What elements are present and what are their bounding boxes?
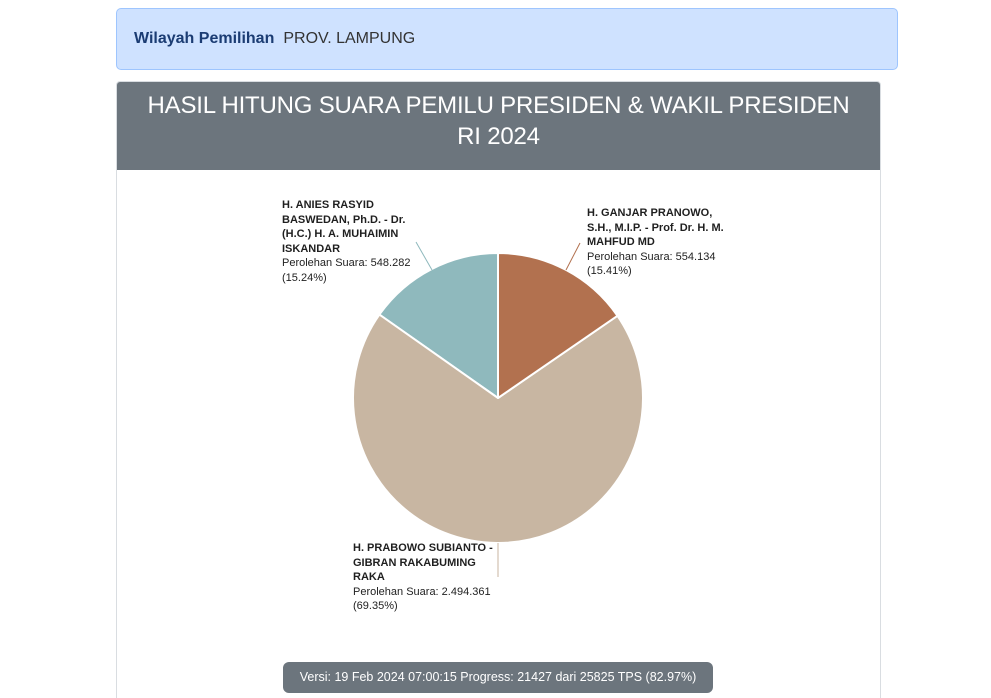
card-header: HASIL HITUNG SUARA PEMILU PRESIDEN & WAK…	[117, 82, 880, 170]
label-name-line: H. ANIES RASYID	[282, 199, 374, 211]
label-name-line: ISKANDAR	[282, 242, 341, 255]
label-votes: Perolehan Suara: 548.282	[282, 257, 411, 269]
label-name-line: H. GANJAR PRANOWO,	[587, 207, 713, 219]
label-name-line: S.H., M.I.P. - Prof. Dr. H. M.	[587, 221, 724, 234]
label-name-line: BASWEDAN, Ph.D. - Dr.	[282, 213, 406, 226]
pie-slice-3[interactable]	[497, 252, 619, 399]
region-label: Wilayah Pemilihan	[134, 30, 275, 47]
label-votes: Perolehan Suara: 554.134	[587, 250, 716, 263]
label-percent: (69.35%)	[353, 600, 398, 612]
label-name-line: H. PRABOWO SUBIANTO -	[353, 542, 493, 554]
label-votes: Perolehan Suara: 2.494.361	[353, 585, 491, 598]
label-percent: (15.41%)	[587, 265, 632, 277]
data-label-ganjar: H. GANJAR PRANOWO, S.H., M.I.P. - Prof. …	[587, 206, 724, 279]
label-name-line: GIBRAN RAKABUMING	[353, 556, 476, 569]
connector-line-ganjar	[565, 242, 581, 271]
label-name-line: RAKA	[353, 571, 385, 583]
data-label-prabowo: H. PRABOWO SUBIANTO - GIBRAN RAKABUMING …	[353, 541, 493, 614]
connector-line-anies	[415, 241, 433, 271]
pie-slices	[352, 252, 644, 544]
region-value: PROV. LAMPUNG	[283, 30, 416, 47]
label-name-line: (H.C.) H. A. MUHAIMIN	[282, 228, 399, 240]
version-progress-badge: Versi: 19 Feb 2024 07:00:15 Progress: 21…	[283, 662, 713, 693]
page-title-line-2: RI 2024	[457, 123, 540, 150]
data-label-anies: H. ANIES RASYID BASWEDAN, Ph.D. - Dr. (H…	[282, 198, 410, 285]
page-title-line-1: HASIL HITUNG SUARA PEMILU PRESIDEN & WAK…	[147, 92, 850, 119]
pie-slice-2[interactable]	[352, 313, 644, 544]
label-percent: (15.24%)	[282, 271, 327, 284]
region-banner: Wilayah Pemilihan PROV. LAMPUNG	[116, 8, 898, 70]
label-name-line: MAHFUD MD	[587, 236, 655, 248]
